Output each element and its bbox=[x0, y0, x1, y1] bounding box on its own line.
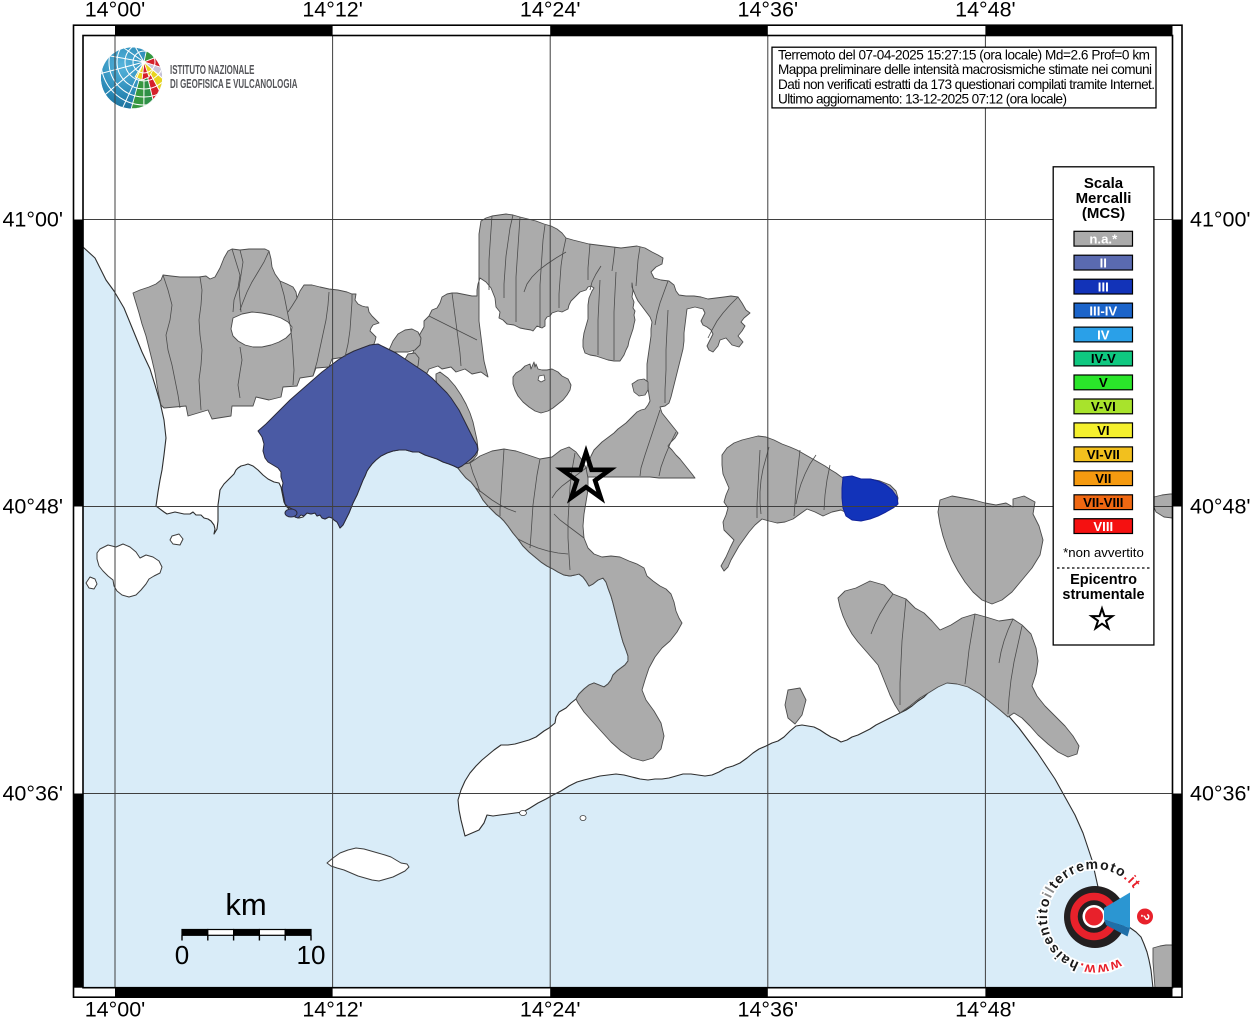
svg-text:40°36': 40°36' bbox=[1190, 782, 1251, 806]
svg-text:14°48': 14°48' bbox=[955, 998, 1016, 1022]
svg-text:14°24': 14°24' bbox=[520, 0, 581, 22]
svg-text:Scala: Scala bbox=[1084, 175, 1124, 192]
svg-text:III-IV: III-IV bbox=[1089, 303, 1117, 318]
svg-text:VII: VII bbox=[1095, 471, 1111, 486]
svg-text:10: 10 bbox=[297, 940, 326, 970]
svg-text:0: 0 bbox=[175, 940, 189, 970]
svg-text:*non avvertito: *non avvertito bbox=[1063, 545, 1144, 560]
svg-text:(MCS): (MCS) bbox=[1082, 205, 1125, 222]
svg-text:Terremoto del 07-04-2025 15:27: Terremoto del 07-04-2025 15:27:15 (ora l… bbox=[778, 48, 1150, 63]
svg-text:40°36': 40°36' bbox=[2, 782, 63, 806]
svg-text:VIII: VIII bbox=[1093, 519, 1113, 534]
svg-text:III: III bbox=[1098, 279, 1109, 294]
svg-text:VII-VIII: VII-VIII bbox=[1083, 495, 1123, 510]
svg-text:ISTITUTO NAZIONALE: ISTITUTO NAZIONALE bbox=[170, 63, 254, 77]
svg-text:?: ? bbox=[1137, 912, 1152, 922]
svg-text:14°36': 14°36' bbox=[738, 998, 799, 1022]
svg-text:Mappa preliminare delle intens: Mappa preliminare delle intensità macros… bbox=[778, 62, 1152, 77]
svg-text:n.a.*: n.a.* bbox=[1089, 232, 1118, 247]
svg-text:Epicentro: Epicentro bbox=[1070, 572, 1137, 588]
svg-text:V-VI: V-VI bbox=[1091, 399, 1116, 414]
svg-text:II: II bbox=[1100, 255, 1107, 270]
svg-text:14°24': 14°24' bbox=[520, 998, 581, 1022]
svg-text:14°48': 14°48' bbox=[955, 0, 1016, 22]
svg-text:41°00': 41°00' bbox=[2, 208, 63, 232]
svg-text:14°12': 14°12' bbox=[302, 998, 363, 1022]
svg-text:14°00': 14°00' bbox=[85, 0, 146, 22]
svg-text:14°00': 14°00' bbox=[85, 998, 146, 1022]
svg-text:Dati non verificati estratti d: Dati non verificati estratti da 173 ques… bbox=[778, 77, 1155, 92]
svg-text:km: km bbox=[225, 887, 266, 922]
svg-text:VI-VII: VI-VII bbox=[1087, 447, 1120, 462]
svg-text:41°00': 41°00' bbox=[1190, 208, 1251, 232]
svg-text:DI GEOFISICA E VULCANOLOGIA: DI GEOFISICA E VULCANOLOGIA bbox=[170, 77, 298, 91]
svg-text:V: V bbox=[1099, 375, 1108, 390]
svg-text:40°48': 40°48' bbox=[1190, 495, 1251, 519]
svg-text:14°12': 14°12' bbox=[302, 0, 363, 22]
svg-text:VI: VI bbox=[1097, 423, 1109, 438]
svg-text:IV: IV bbox=[1097, 327, 1110, 342]
svg-text:14°36': 14°36' bbox=[738, 0, 799, 22]
svg-text:Ultimo aggiornamento: 13-12-20: Ultimo aggiornamento: 13-12-2025 07:12 (… bbox=[778, 92, 1067, 107]
svg-text:40°48': 40°48' bbox=[2, 495, 63, 519]
svg-text:Mercalli: Mercalli bbox=[1076, 190, 1132, 207]
svg-text:IV-V: IV-V bbox=[1091, 351, 1116, 366]
svg-text:strumentale: strumentale bbox=[1062, 587, 1144, 603]
